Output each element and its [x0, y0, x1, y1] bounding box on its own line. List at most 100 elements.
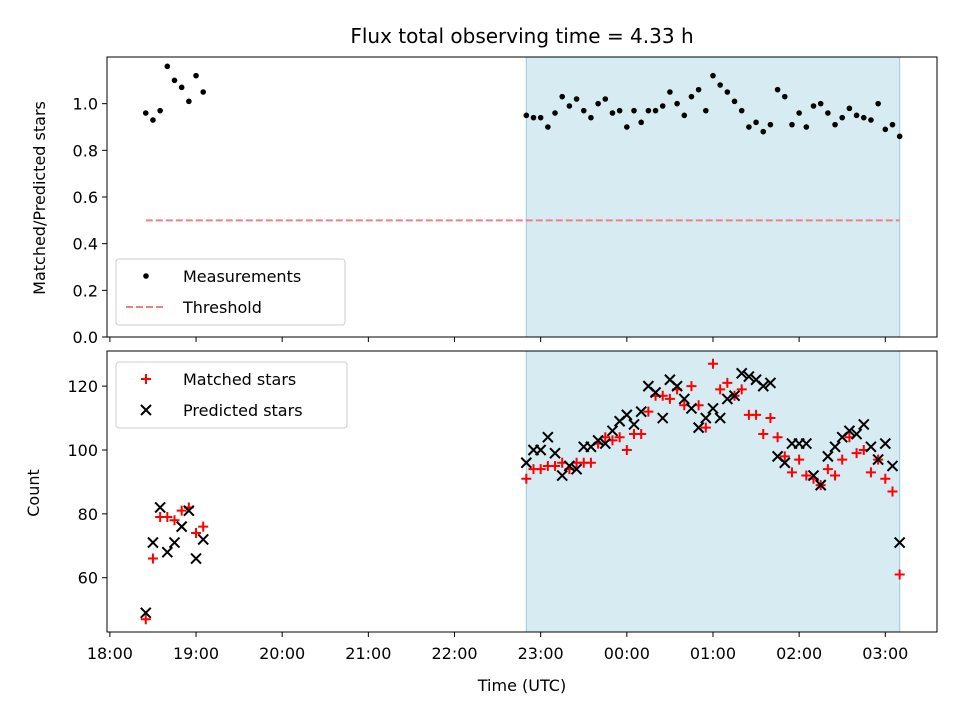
data-point	[169, 515, 180, 526]
data-point	[764, 377, 777, 389]
data-point	[624, 124, 630, 130]
data-point	[566, 103, 573, 109]
highlight-span	[526, 351, 900, 632]
top-panel: 0.0 0.2 0.4 0.6 0.8 1.0 Measurements Threshold	[73, 56, 938, 347]
data-point	[735, 367, 748, 380]
data-point	[850, 428, 863, 440]
data-point	[190, 552, 202, 565]
data-point	[743, 370, 755, 383]
data-point	[721, 393, 734, 405]
data-point	[621, 444, 632, 455]
data-point	[779, 457, 791, 469]
data-point	[599, 437, 611, 450]
axes-frame	[106, 350, 938, 633]
legend-box	[115, 361, 348, 429]
series-predicted-stars	[140, 367, 906, 619]
data-point	[659, 103, 666, 109]
data-point	[643, 406, 654, 417]
data-point	[832, 121, 838, 128]
data-point	[140, 614, 151, 625]
x-tick-label: 00:00	[604, 644, 650, 663]
legend-swatch	[140, 404, 152, 416]
data-point	[157, 107, 163, 114]
data-point	[686, 381, 697, 392]
data-point	[645, 107, 652, 114]
data-point	[829, 441, 841, 453]
data-point	[563, 460, 576, 472]
data-point	[171, 77, 178, 84]
data-point	[681, 112, 688, 119]
data-point	[889, 121, 896, 128]
data-point	[183, 504, 195, 517]
data-point	[757, 380, 769, 392]
data-point	[545, 124, 551, 130]
data-point	[786, 467, 797, 478]
data-point	[879, 437, 892, 450]
data-point	[657, 412, 669, 424]
x-tick-label: 19:00	[173, 644, 219, 663]
data-point	[521, 473, 532, 484]
data-point	[851, 448, 862, 459]
data-point	[710, 72, 716, 79]
data-point	[168, 536, 181, 549]
data-point	[636, 429, 647, 440]
legend-label: Matched stars	[183, 370, 296, 389]
data-point	[692, 421, 705, 434]
data-point	[794, 454, 805, 465]
data-point	[162, 512, 173, 523]
data-point	[717, 82, 723, 88]
x-tick-label: 18:00	[87, 644, 133, 663]
data-point	[193, 72, 199, 79]
y-tick-label: 0.0	[73, 328, 98, 347]
data-point	[896, 133, 903, 140]
axes-frame	[106, 56, 938, 338]
y-tick-label: 0.8	[73, 141, 98, 160]
data-point	[542, 431, 554, 443]
bottom-y-axis-label: Count	[24, 469, 43, 517]
data-point	[142, 110, 149, 116]
data-point	[846, 105, 853, 112]
data-point	[147, 536, 159, 549]
data-point	[573, 96, 580, 102]
data-point	[810, 103, 817, 109]
data-point	[559, 93, 566, 100]
data-point	[695, 86, 702, 93]
data-point	[580, 107, 587, 114]
data-point	[178, 84, 185, 91]
data-point	[746, 124, 752, 130]
bottom-panel: 60 80 100 120 18:00 19:00 20:00 21:00 22:00 23:00…	[67, 350, 938, 663]
data-point	[535, 464, 546, 475]
chart-title: Flux total observing time = 4.33 h	[350, 24, 693, 48]
data-point	[807, 469, 820, 482]
data-point	[865, 467, 876, 478]
data-point	[736, 384, 747, 395]
legend: Measurements Threshold	[115, 258, 346, 326]
y-tick-label: 1.0	[73, 95, 98, 114]
y-tick-label: 120	[67, 377, 98, 396]
legend-label: Measurements	[183, 267, 301, 286]
data-point	[753, 119, 759, 126]
x-tick-label: 22:00	[431, 644, 477, 663]
data-point	[523, 112, 530, 119]
data-point	[688, 93, 695, 100]
data-point	[186, 98, 192, 105]
data-point	[765, 413, 776, 424]
legend-swatch	[143, 273, 149, 279]
data-point	[853, 112, 860, 119]
data-point	[685, 402, 698, 415]
x-tick-label: 03:00	[862, 644, 908, 663]
data-point	[671, 380, 683, 392]
data-point	[530, 114, 537, 121]
data-point	[609, 110, 616, 116]
data-point	[200, 89, 207, 95]
data-point	[800, 437, 813, 450]
x-axis-label: Time (UTC)	[477, 676, 566, 695]
data-point	[893, 536, 906, 549]
data-point	[781, 93, 788, 100]
data-point	[537, 114, 544, 121]
legend-swatch	[141, 374, 151, 384]
data-point	[822, 450, 834, 463]
data-point	[616, 107, 623, 114]
legend: Matched stars Predicted stars	[115, 361, 348, 429]
